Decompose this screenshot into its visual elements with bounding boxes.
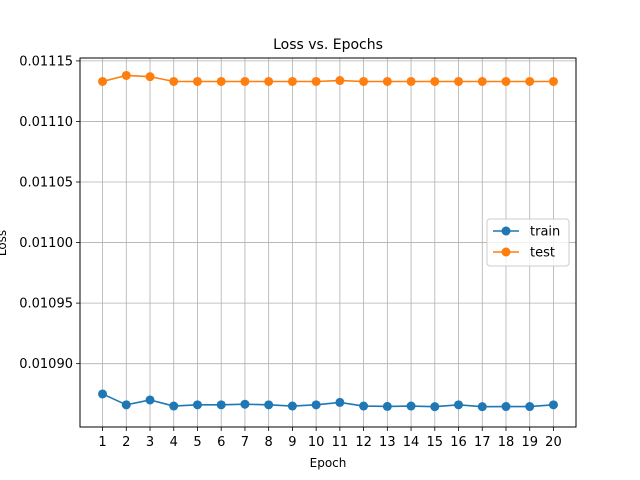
y-tick-label: 0.01110 <box>19 115 73 130</box>
test-point <box>548 76 558 86</box>
test-point <box>121 70 131 80</box>
y-axis-ticks: 0.01090 0.01095 0.01100 0.01105 0.01110 0.011… <box>19 54 80 372</box>
train-point <box>335 397 345 407</box>
train-point <box>311 400 321 410</box>
y-tick-label: 0.01105 <box>19 176 73 191</box>
x-tick-label: 19 <box>521 435 538 450</box>
test-point <box>192 76 202 86</box>
test-point <box>264 76 274 86</box>
train-point <box>406 401 416 411</box>
legend-train-label: train <box>530 225 560 240</box>
train-point <box>216 400 226 410</box>
legend: train test <box>486 218 570 267</box>
test-point <box>145 72 155 82</box>
x-tick-label: 2 <box>122 435 130 450</box>
test-point <box>335 76 345 86</box>
test-point <box>216 76 226 86</box>
legend-train-marker <box>501 226 511 236</box>
x-tick-label: 15 <box>427 435 444 450</box>
test-point <box>525 76 535 86</box>
x-tick-label: 1 <box>98 435 106 450</box>
test-point <box>382 76 392 86</box>
x-tick-label: 6 <box>217 435 225 450</box>
x-tick-label: 17 <box>474 435 491 450</box>
x-tick-label: 18 <box>498 435 515 450</box>
x-tick-label: 4 <box>170 435 178 450</box>
test-point <box>311 76 321 86</box>
test-point <box>169 76 179 86</box>
legend-test-label: test <box>530 246 555 261</box>
train-point <box>287 401 297 411</box>
x-tick-label: 16 <box>450 435 467 450</box>
train-point <box>169 401 179 411</box>
x-tick-label: 3 <box>146 435 154 450</box>
x-axis-ticks: 1 2 3 4 5 6 7 8 9 10 11 12 13 14 15 16 17 18 19 20 <box>98 427 562 450</box>
test-point <box>501 76 511 86</box>
x-tick-label: 14 <box>403 435 420 450</box>
x-tick-label: 11 <box>332 435 349 450</box>
train-point <box>145 395 155 405</box>
train-point <box>382 401 392 411</box>
test-point <box>430 76 440 86</box>
test-point <box>359 76 369 86</box>
test-point <box>477 76 487 86</box>
x-tick-label: 12 <box>355 435 372 450</box>
test-point <box>98 76 108 86</box>
train-point <box>98 389 108 399</box>
train-point <box>192 400 202 410</box>
x-tick-label: 20 <box>545 435 562 450</box>
grid-lines <box>80 58 576 427</box>
train-point <box>359 401 369 411</box>
x-tick-label: 8 <box>265 435 273 450</box>
legend-test-marker <box>501 247 511 257</box>
train-point <box>477 402 487 412</box>
train-point <box>121 400 131 410</box>
x-tick-label: 13 <box>379 435 396 450</box>
test-point <box>406 76 416 86</box>
train-point <box>525 402 535 412</box>
x-tick-label: 7 <box>241 435 249 450</box>
y-tick-label: 0.01095 <box>19 297 73 312</box>
test-point <box>454 76 464 86</box>
chart-title: Loss vs. Epochs <box>273 37 383 53</box>
series-lines <box>98 70 558 412</box>
y-tick-label: 0.01090 <box>19 357 73 372</box>
y-tick-label: 0.01115 <box>19 54 73 69</box>
train-point <box>548 400 558 410</box>
train-point <box>454 400 464 410</box>
train-point <box>501 402 511 412</box>
x-tick-label: 9 <box>288 435 296 450</box>
x-axis-label: Epoch <box>310 456 347 470</box>
y-axis-label: Loss <box>0 230 9 256</box>
x-tick-label: 5 <box>193 435 201 450</box>
train-point <box>240 399 250 409</box>
train-point <box>430 402 440 412</box>
x-tick-label: 10 <box>308 435 325 450</box>
y-tick-label: 0.01100 <box>19 236 73 251</box>
test-point <box>240 76 250 86</box>
test-point <box>287 76 297 86</box>
train-point <box>264 400 274 410</box>
